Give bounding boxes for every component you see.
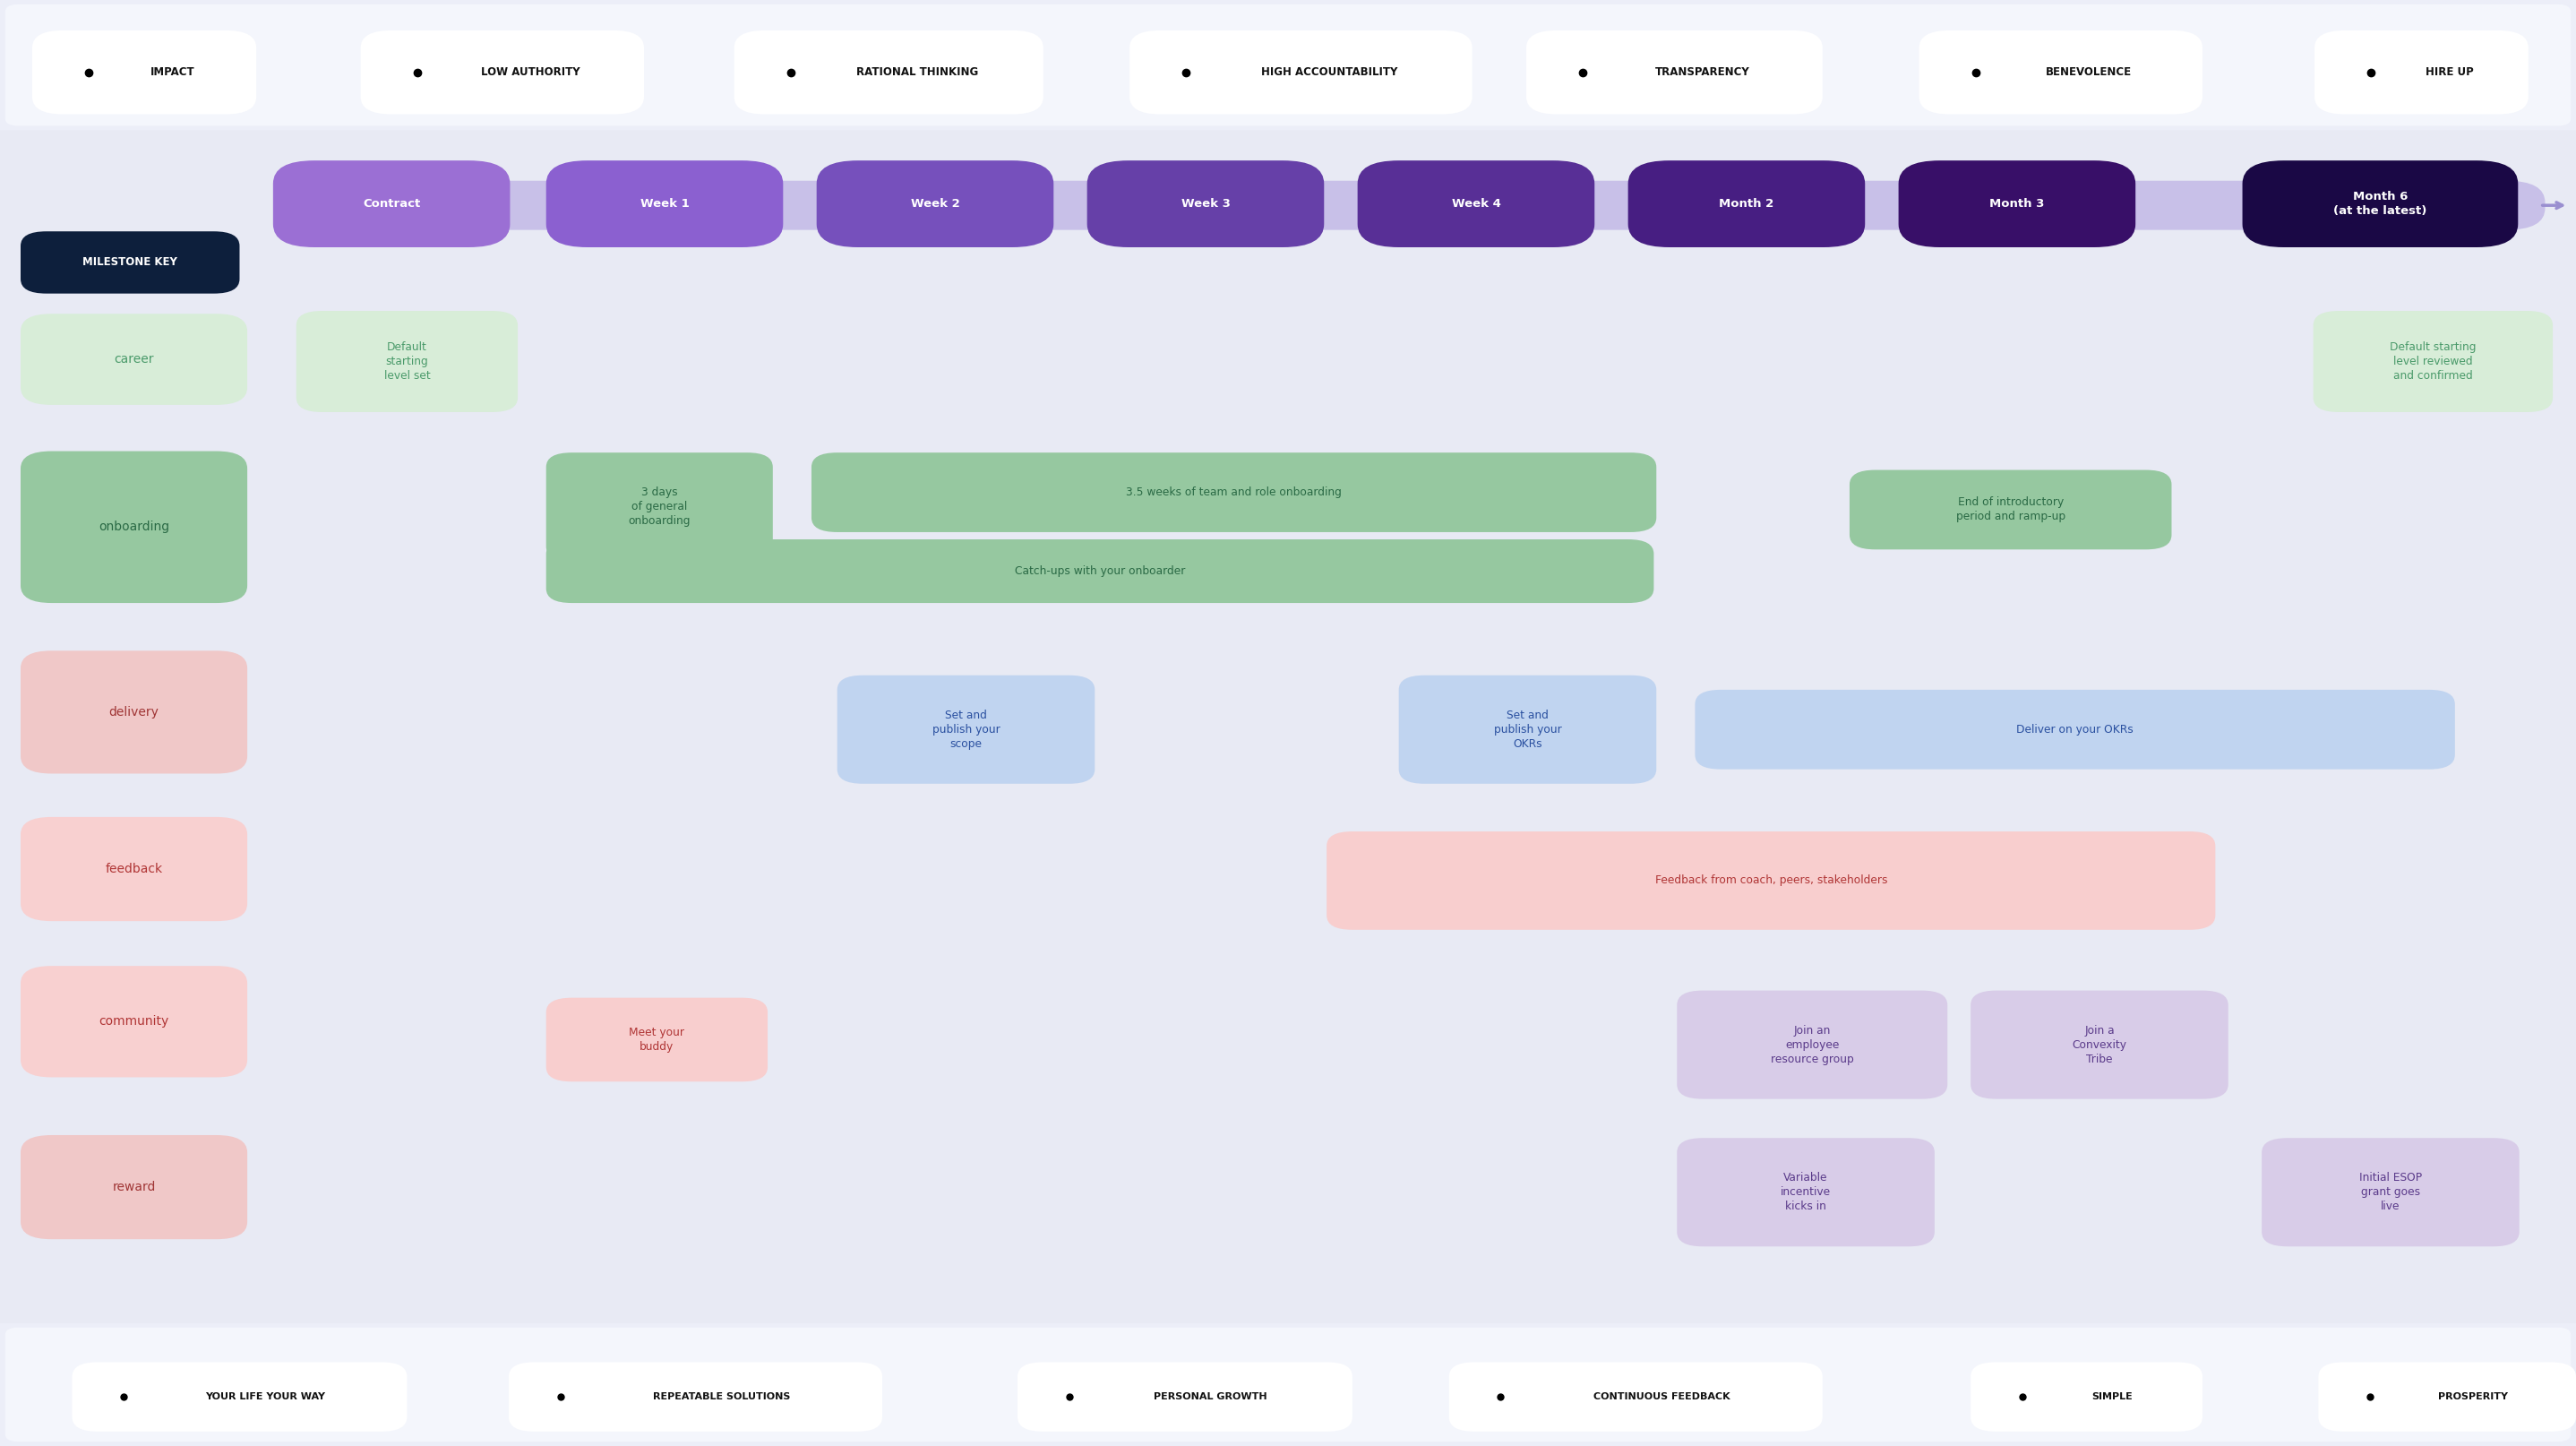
Text: Month 2: Month 2 bbox=[1718, 198, 1775, 210]
Text: YOUR LIFE YOUR WAY: YOUR LIFE YOUR WAY bbox=[206, 1392, 325, 1401]
FancyBboxPatch shape bbox=[5, 4, 2571, 126]
FancyBboxPatch shape bbox=[1399, 675, 1656, 784]
Text: RATIONAL THINKING: RATIONAL THINKING bbox=[855, 67, 979, 78]
FancyBboxPatch shape bbox=[546, 161, 783, 247]
Text: HIRE UP: HIRE UP bbox=[2427, 67, 2473, 78]
Text: Feedback from coach, peers, stakeholders: Feedback from coach, peers, stakeholders bbox=[1654, 875, 1888, 886]
FancyBboxPatch shape bbox=[1128, 30, 1473, 114]
Text: Month 6
(at the latest): Month 6 (at the latest) bbox=[2334, 191, 2427, 217]
Text: career: career bbox=[113, 353, 155, 366]
Text: CONTINUOUS FEEDBACK: CONTINUOUS FEEDBACK bbox=[1592, 1392, 1731, 1401]
Text: Set and
publish your
scope: Set and publish your scope bbox=[933, 710, 999, 749]
Text: BENEVOLENCE: BENEVOLENCE bbox=[2045, 67, 2133, 78]
Text: 3.5 weeks of team and role onboarding: 3.5 weeks of team and role onboarding bbox=[1126, 486, 1342, 499]
Text: Contract: Contract bbox=[363, 198, 420, 210]
FancyBboxPatch shape bbox=[546, 539, 1654, 603]
FancyBboxPatch shape bbox=[2313, 311, 2553, 412]
FancyBboxPatch shape bbox=[2313, 30, 2527, 114]
FancyBboxPatch shape bbox=[21, 231, 240, 294]
FancyBboxPatch shape bbox=[811, 453, 1656, 532]
FancyBboxPatch shape bbox=[5, 1327, 2571, 1442]
FancyBboxPatch shape bbox=[21, 314, 247, 405]
Text: Join a
Convexity
Tribe: Join a Convexity Tribe bbox=[2071, 1025, 2128, 1064]
Text: Initial ESOP
grant goes
live: Initial ESOP grant goes live bbox=[2360, 1173, 2421, 1212]
FancyBboxPatch shape bbox=[21, 1135, 247, 1239]
Text: IMPACT: IMPACT bbox=[149, 67, 196, 78]
FancyBboxPatch shape bbox=[0, 0, 2576, 130]
Text: Variable
incentive
kicks in: Variable incentive kicks in bbox=[1780, 1173, 1832, 1212]
FancyBboxPatch shape bbox=[1971, 1362, 2202, 1432]
FancyBboxPatch shape bbox=[72, 1362, 407, 1432]
FancyBboxPatch shape bbox=[837, 675, 1095, 784]
FancyBboxPatch shape bbox=[507, 1362, 881, 1432]
FancyBboxPatch shape bbox=[1018, 1362, 1352, 1432]
FancyBboxPatch shape bbox=[2241, 161, 2517, 247]
FancyBboxPatch shape bbox=[1525, 30, 1821, 114]
Text: Default
starting
level set: Default starting level set bbox=[384, 341, 430, 382]
Text: Deliver on your OKRs: Deliver on your OKRs bbox=[2017, 723, 2133, 736]
FancyBboxPatch shape bbox=[1327, 831, 2215, 930]
FancyBboxPatch shape bbox=[1677, 991, 1947, 1099]
Text: HIGH ACCOUNTABILITY: HIGH ACCOUNTABILITY bbox=[1262, 67, 1396, 78]
FancyBboxPatch shape bbox=[1919, 30, 2202, 114]
Text: Join an
employee
resource group: Join an employee resource group bbox=[1770, 1025, 1855, 1064]
Text: feedback: feedback bbox=[106, 863, 162, 875]
Text: SIMPLE: SIMPLE bbox=[2092, 1392, 2133, 1401]
Text: reward: reward bbox=[113, 1181, 155, 1193]
FancyBboxPatch shape bbox=[21, 817, 247, 921]
FancyBboxPatch shape bbox=[734, 30, 1043, 114]
FancyBboxPatch shape bbox=[817, 161, 1054, 247]
FancyBboxPatch shape bbox=[546, 998, 768, 1082]
Text: Meet your
buddy: Meet your buddy bbox=[629, 1027, 685, 1053]
FancyBboxPatch shape bbox=[1850, 470, 2172, 549]
FancyBboxPatch shape bbox=[1971, 991, 2228, 1099]
FancyBboxPatch shape bbox=[2262, 1138, 2519, 1246]
FancyBboxPatch shape bbox=[21, 451, 247, 603]
FancyBboxPatch shape bbox=[1358, 161, 1595, 247]
Text: Week 1: Week 1 bbox=[639, 198, 690, 210]
FancyBboxPatch shape bbox=[1628, 161, 1865, 247]
Text: End of introductory
period and ramp-up: End of introductory period and ramp-up bbox=[1955, 497, 2066, 522]
Text: Week 2: Week 2 bbox=[909, 198, 961, 210]
FancyBboxPatch shape bbox=[21, 966, 247, 1077]
Text: Month 3: Month 3 bbox=[1989, 198, 2045, 210]
Text: delivery: delivery bbox=[108, 706, 160, 719]
FancyBboxPatch shape bbox=[2318, 1362, 2576, 1432]
FancyBboxPatch shape bbox=[1695, 690, 2455, 769]
Text: LOW AUTHORITY: LOW AUTHORITY bbox=[482, 67, 580, 78]
FancyBboxPatch shape bbox=[361, 30, 644, 114]
Text: Week 3: Week 3 bbox=[1180, 198, 1231, 210]
FancyBboxPatch shape bbox=[296, 311, 518, 412]
FancyBboxPatch shape bbox=[33, 30, 258, 114]
Text: REPEATABLE SOLUTIONS: REPEATABLE SOLUTIONS bbox=[652, 1392, 791, 1401]
FancyBboxPatch shape bbox=[1899, 161, 2136, 247]
Text: PERSONAL GROWTH: PERSONAL GROWTH bbox=[1154, 1392, 1267, 1401]
FancyBboxPatch shape bbox=[1448, 1362, 1821, 1432]
FancyArrowPatch shape bbox=[2543, 202, 2563, 208]
Text: PROSPERITY: PROSPERITY bbox=[2437, 1392, 2509, 1401]
FancyBboxPatch shape bbox=[1087, 161, 1324, 247]
FancyBboxPatch shape bbox=[546, 453, 773, 561]
FancyBboxPatch shape bbox=[1677, 1138, 1935, 1246]
Text: onboarding: onboarding bbox=[98, 521, 170, 534]
Text: MILESTONE KEY: MILESTONE KEY bbox=[82, 256, 178, 269]
Text: Week 4: Week 4 bbox=[1450, 198, 1502, 210]
FancyBboxPatch shape bbox=[21, 651, 247, 774]
Text: Set and
publish your
OKRs: Set and publish your OKRs bbox=[1494, 710, 1561, 749]
Text: community: community bbox=[98, 1015, 170, 1028]
Text: Default starting
level reviewed
and confirmed: Default starting level reviewed and conf… bbox=[2391, 341, 2476, 382]
FancyBboxPatch shape bbox=[296, 181, 2545, 230]
FancyBboxPatch shape bbox=[0, 1323, 2576, 1446]
Text: TRANSPARENCY: TRANSPARENCY bbox=[1656, 67, 1749, 78]
Text: 3 days
of general
onboarding: 3 days of general onboarding bbox=[629, 487, 690, 526]
Text: Catch-ups with your onboarder: Catch-ups with your onboarder bbox=[1015, 565, 1185, 577]
FancyBboxPatch shape bbox=[273, 161, 510, 247]
